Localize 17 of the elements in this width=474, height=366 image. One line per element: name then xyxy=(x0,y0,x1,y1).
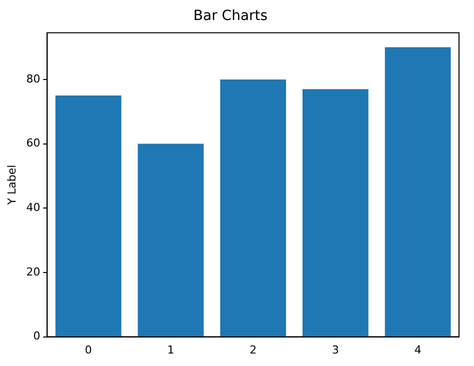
bar xyxy=(55,96,122,336)
bar xyxy=(220,79,286,336)
chart-title: Bar Charts xyxy=(193,8,268,24)
bar xyxy=(138,144,204,336)
bar xyxy=(302,89,368,336)
y-axis-title: Y Label xyxy=(5,164,18,206)
x-tick-label: 4 xyxy=(414,343,422,356)
x-tick-label: 2 xyxy=(250,343,257,356)
y-tick-label: 60 xyxy=(26,136,40,150)
y-tick-label: 0 xyxy=(33,330,40,343)
bar xyxy=(384,47,451,336)
y-tick-label: 20 xyxy=(26,265,40,278)
x-tick-label: 0 xyxy=(84,343,92,356)
y-tick-label: 80 xyxy=(26,72,40,86)
x-tick-label: 3 xyxy=(332,343,339,356)
x-tick-label: 1 xyxy=(167,343,174,356)
y-tick-label: 40 xyxy=(26,200,40,214)
